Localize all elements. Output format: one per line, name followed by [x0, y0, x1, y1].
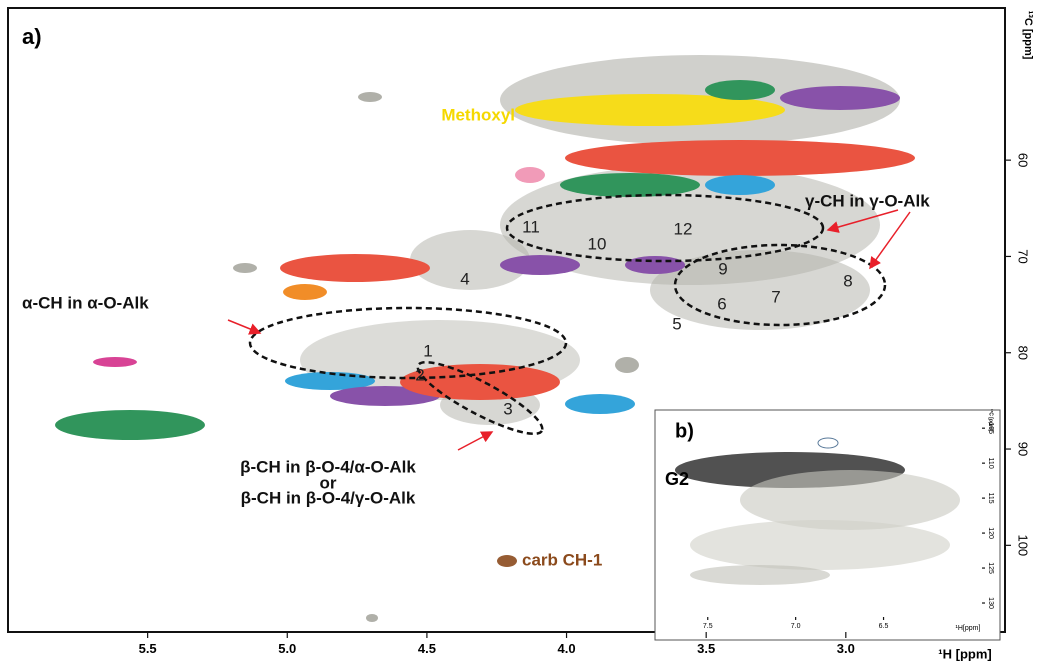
- x-tick-label: 7.0: [791, 623, 801, 630]
- peak-label: 7: [771, 287, 780, 306]
- peak-label: 5: [672, 314, 681, 333]
- y-axis-label: ¹³C [ppm]: [988, 409, 994, 432]
- x-tick-label: 3.0: [837, 641, 855, 656]
- annotation: G2: [665, 469, 689, 489]
- y-tick-label: 125: [987, 562, 994, 574]
- panel-label: a): [22, 24, 42, 49]
- y-tick-label: 105: [987, 422, 994, 434]
- y-tick-label: 70: [1016, 249, 1031, 263]
- peak-label: 8: [843, 271, 852, 290]
- annotation: γ-CH in γ-O-Alk: [805, 191, 930, 210]
- y-axis-label: ¹³C [ppm]: [1022, 11, 1034, 60]
- annotation: β-CH in β-O-4/α-O-Alk: [240, 457, 416, 476]
- peak-label: 4: [460, 269, 469, 288]
- x-tick-label: 3.5: [697, 641, 715, 656]
- y-tick-label: 90: [1016, 442, 1031, 456]
- y-tick-label: 80: [1016, 346, 1031, 360]
- x-axis-label: ¹H [ppm]: [938, 646, 991, 661]
- peak-label: 9: [718, 259, 727, 278]
- panel-label: b): [675, 420, 694, 442]
- peak-label: 11: [522, 217, 540, 236]
- peak-label: 6: [717, 294, 726, 313]
- y-tick-label: 60: [1016, 153, 1031, 167]
- annotation: α-CH in α-O-Alk: [22, 293, 149, 312]
- annotation: β-CH in β-O-4/γ-O-Alk: [241, 488, 416, 507]
- y-tick-label: 130: [987, 597, 994, 609]
- peak-label: 12: [674, 219, 693, 238]
- y-tick-label: 100: [1016, 534, 1031, 556]
- y-tick-label: 120: [987, 527, 994, 539]
- peak-label: 1: [423, 341, 432, 360]
- annotation: or: [320, 473, 337, 492]
- peak-label: 3: [503, 399, 512, 418]
- contours: [55, 55, 915, 622]
- x-tick-label: 4.5: [418, 641, 436, 656]
- x-axis-label: ¹H[ppm]: [956, 625, 981, 632]
- x-tick-label: 5.0: [278, 641, 296, 656]
- annotation: carb CH-1: [522, 550, 602, 569]
- x-tick-label: 7.5: [703, 623, 713, 630]
- x-tick-label: 5.5: [139, 641, 157, 656]
- x-tick-label: 6.5: [879, 623, 889, 630]
- annotation: Methoxyl: [441, 105, 515, 124]
- peak-label: 10: [588, 234, 607, 253]
- inset-contours: [675, 437, 960, 585]
- x-tick-label: 4.0: [558, 641, 576, 656]
- y-tick-label: 115: [987, 493, 994, 504]
- region-outlines: [227, 193, 911, 451]
- y-tick-label: 110: [987, 458, 994, 469]
- peak-label: 2: [415, 365, 424, 384]
